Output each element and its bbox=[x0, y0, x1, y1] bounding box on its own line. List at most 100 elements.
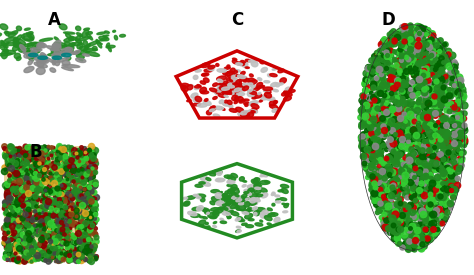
Ellipse shape bbox=[248, 110, 257, 113]
Ellipse shape bbox=[63, 51, 77, 54]
Ellipse shape bbox=[24, 39, 32, 41]
Ellipse shape bbox=[190, 84, 193, 86]
Ellipse shape bbox=[261, 95, 266, 100]
Ellipse shape bbox=[255, 94, 262, 98]
Ellipse shape bbox=[275, 195, 280, 197]
Ellipse shape bbox=[52, 53, 65, 57]
Ellipse shape bbox=[61, 47, 71, 53]
Ellipse shape bbox=[221, 87, 230, 90]
Ellipse shape bbox=[250, 197, 256, 203]
Ellipse shape bbox=[244, 189, 254, 193]
Ellipse shape bbox=[238, 84, 244, 86]
Ellipse shape bbox=[23, 53, 38, 57]
Ellipse shape bbox=[250, 90, 255, 92]
Ellipse shape bbox=[284, 204, 288, 208]
Ellipse shape bbox=[17, 26, 21, 31]
Ellipse shape bbox=[250, 102, 257, 105]
Ellipse shape bbox=[56, 50, 65, 54]
Ellipse shape bbox=[231, 205, 235, 207]
Ellipse shape bbox=[219, 198, 226, 202]
Ellipse shape bbox=[232, 188, 239, 194]
Ellipse shape bbox=[48, 53, 62, 56]
Ellipse shape bbox=[246, 225, 254, 228]
Ellipse shape bbox=[218, 208, 222, 209]
Ellipse shape bbox=[227, 180, 231, 183]
Ellipse shape bbox=[28, 57, 33, 61]
Ellipse shape bbox=[37, 42, 44, 48]
Ellipse shape bbox=[255, 223, 263, 226]
Ellipse shape bbox=[193, 75, 198, 79]
Ellipse shape bbox=[254, 185, 259, 189]
Ellipse shape bbox=[214, 90, 220, 95]
Ellipse shape bbox=[219, 192, 222, 194]
Ellipse shape bbox=[5, 31, 9, 36]
Ellipse shape bbox=[213, 226, 217, 227]
Text: A: A bbox=[48, 11, 61, 29]
Ellipse shape bbox=[228, 181, 235, 184]
Ellipse shape bbox=[24, 67, 34, 73]
Ellipse shape bbox=[244, 99, 249, 101]
Ellipse shape bbox=[219, 83, 223, 85]
Ellipse shape bbox=[260, 61, 264, 64]
Ellipse shape bbox=[230, 199, 238, 205]
Ellipse shape bbox=[245, 67, 249, 68]
Ellipse shape bbox=[0, 24, 8, 30]
Ellipse shape bbox=[234, 70, 240, 72]
Ellipse shape bbox=[280, 198, 287, 201]
Ellipse shape bbox=[27, 54, 35, 59]
Ellipse shape bbox=[248, 186, 252, 189]
Ellipse shape bbox=[235, 87, 241, 89]
Ellipse shape bbox=[229, 77, 237, 82]
Ellipse shape bbox=[236, 195, 243, 200]
Ellipse shape bbox=[208, 65, 215, 69]
Ellipse shape bbox=[191, 214, 200, 218]
Ellipse shape bbox=[72, 42, 82, 46]
Ellipse shape bbox=[197, 103, 207, 107]
Ellipse shape bbox=[37, 58, 48, 63]
Ellipse shape bbox=[24, 53, 34, 58]
Ellipse shape bbox=[233, 202, 240, 206]
Ellipse shape bbox=[182, 202, 189, 206]
Ellipse shape bbox=[232, 84, 239, 88]
Ellipse shape bbox=[231, 73, 236, 76]
Ellipse shape bbox=[18, 47, 26, 52]
Ellipse shape bbox=[229, 205, 234, 207]
Ellipse shape bbox=[261, 172, 268, 177]
Ellipse shape bbox=[18, 39, 26, 45]
Ellipse shape bbox=[271, 213, 274, 215]
Ellipse shape bbox=[200, 87, 207, 93]
Ellipse shape bbox=[285, 87, 290, 91]
Ellipse shape bbox=[254, 212, 257, 215]
Ellipse shape bbox=[216, 88, 223, 94]
Ellipse shape bbox=[249, 74, 253, 77]
Ellipse shape bbox=[257, 86, 264, 88]
Ellipse shape bbox=[240, 77, 247, 81]
Ellipse shape bbox=[201, 73, 209, 76]
Ellipse shape bbox=[214, 106, 223, 110]
Ellipse shape bbox=[249, 197, 253, 200]
Text: B: B bbox=[29, 143, 42, 161]
Ellipse shape bbox=[4, 46, 8, 48]
Ellipse shape bbox=[220, 218, 224, 220]
Ellipse shape bbox=[231, 204, 238, 207]
Ellipse shape bbox=[97, 32, 105, 35]
Ellipse shape bbox=[250, 194, 257, 197]
Ellipse shape bbox=[272, 68, 276, 70]
Ellipse shape bbox=[86, 51, 100, 56]
Ellipse shape bbox=[281, 188, 288, 193]
Ellipse shape bbox=[210, 216, 216, 219]
Ellipse shape bbox=[224, 84, 233, 88]
Ellipse shape bbox=[9, 31, 18, 37]
Ellipse shape bbox=[234, 85, 239, 89]
Ellipse shape bbox=[360, 25, 465, 250]
Ellipse shape bbox=[46, 46, 58, 51]
Ellipse shape bbox=[262, 210, 268, 215]
Ellipse shape bbox=[27, 33, 33, 40]
Ellipse shape bbox=[242, 62, 248, 67]
Ellipse shape bbox=[237, 199, 243, 203]
Ellipse shape bbox=[272, 108, 277, 112]
Ellipse shape bbox=[225, 208, 228, 210]
Ellipse shape bbox=[222, 207, 229, 210]
Ellipse shape bbox=[232, 187, 238, 190]
Ellipse shape bbox=[191, 93, 198, 98]
